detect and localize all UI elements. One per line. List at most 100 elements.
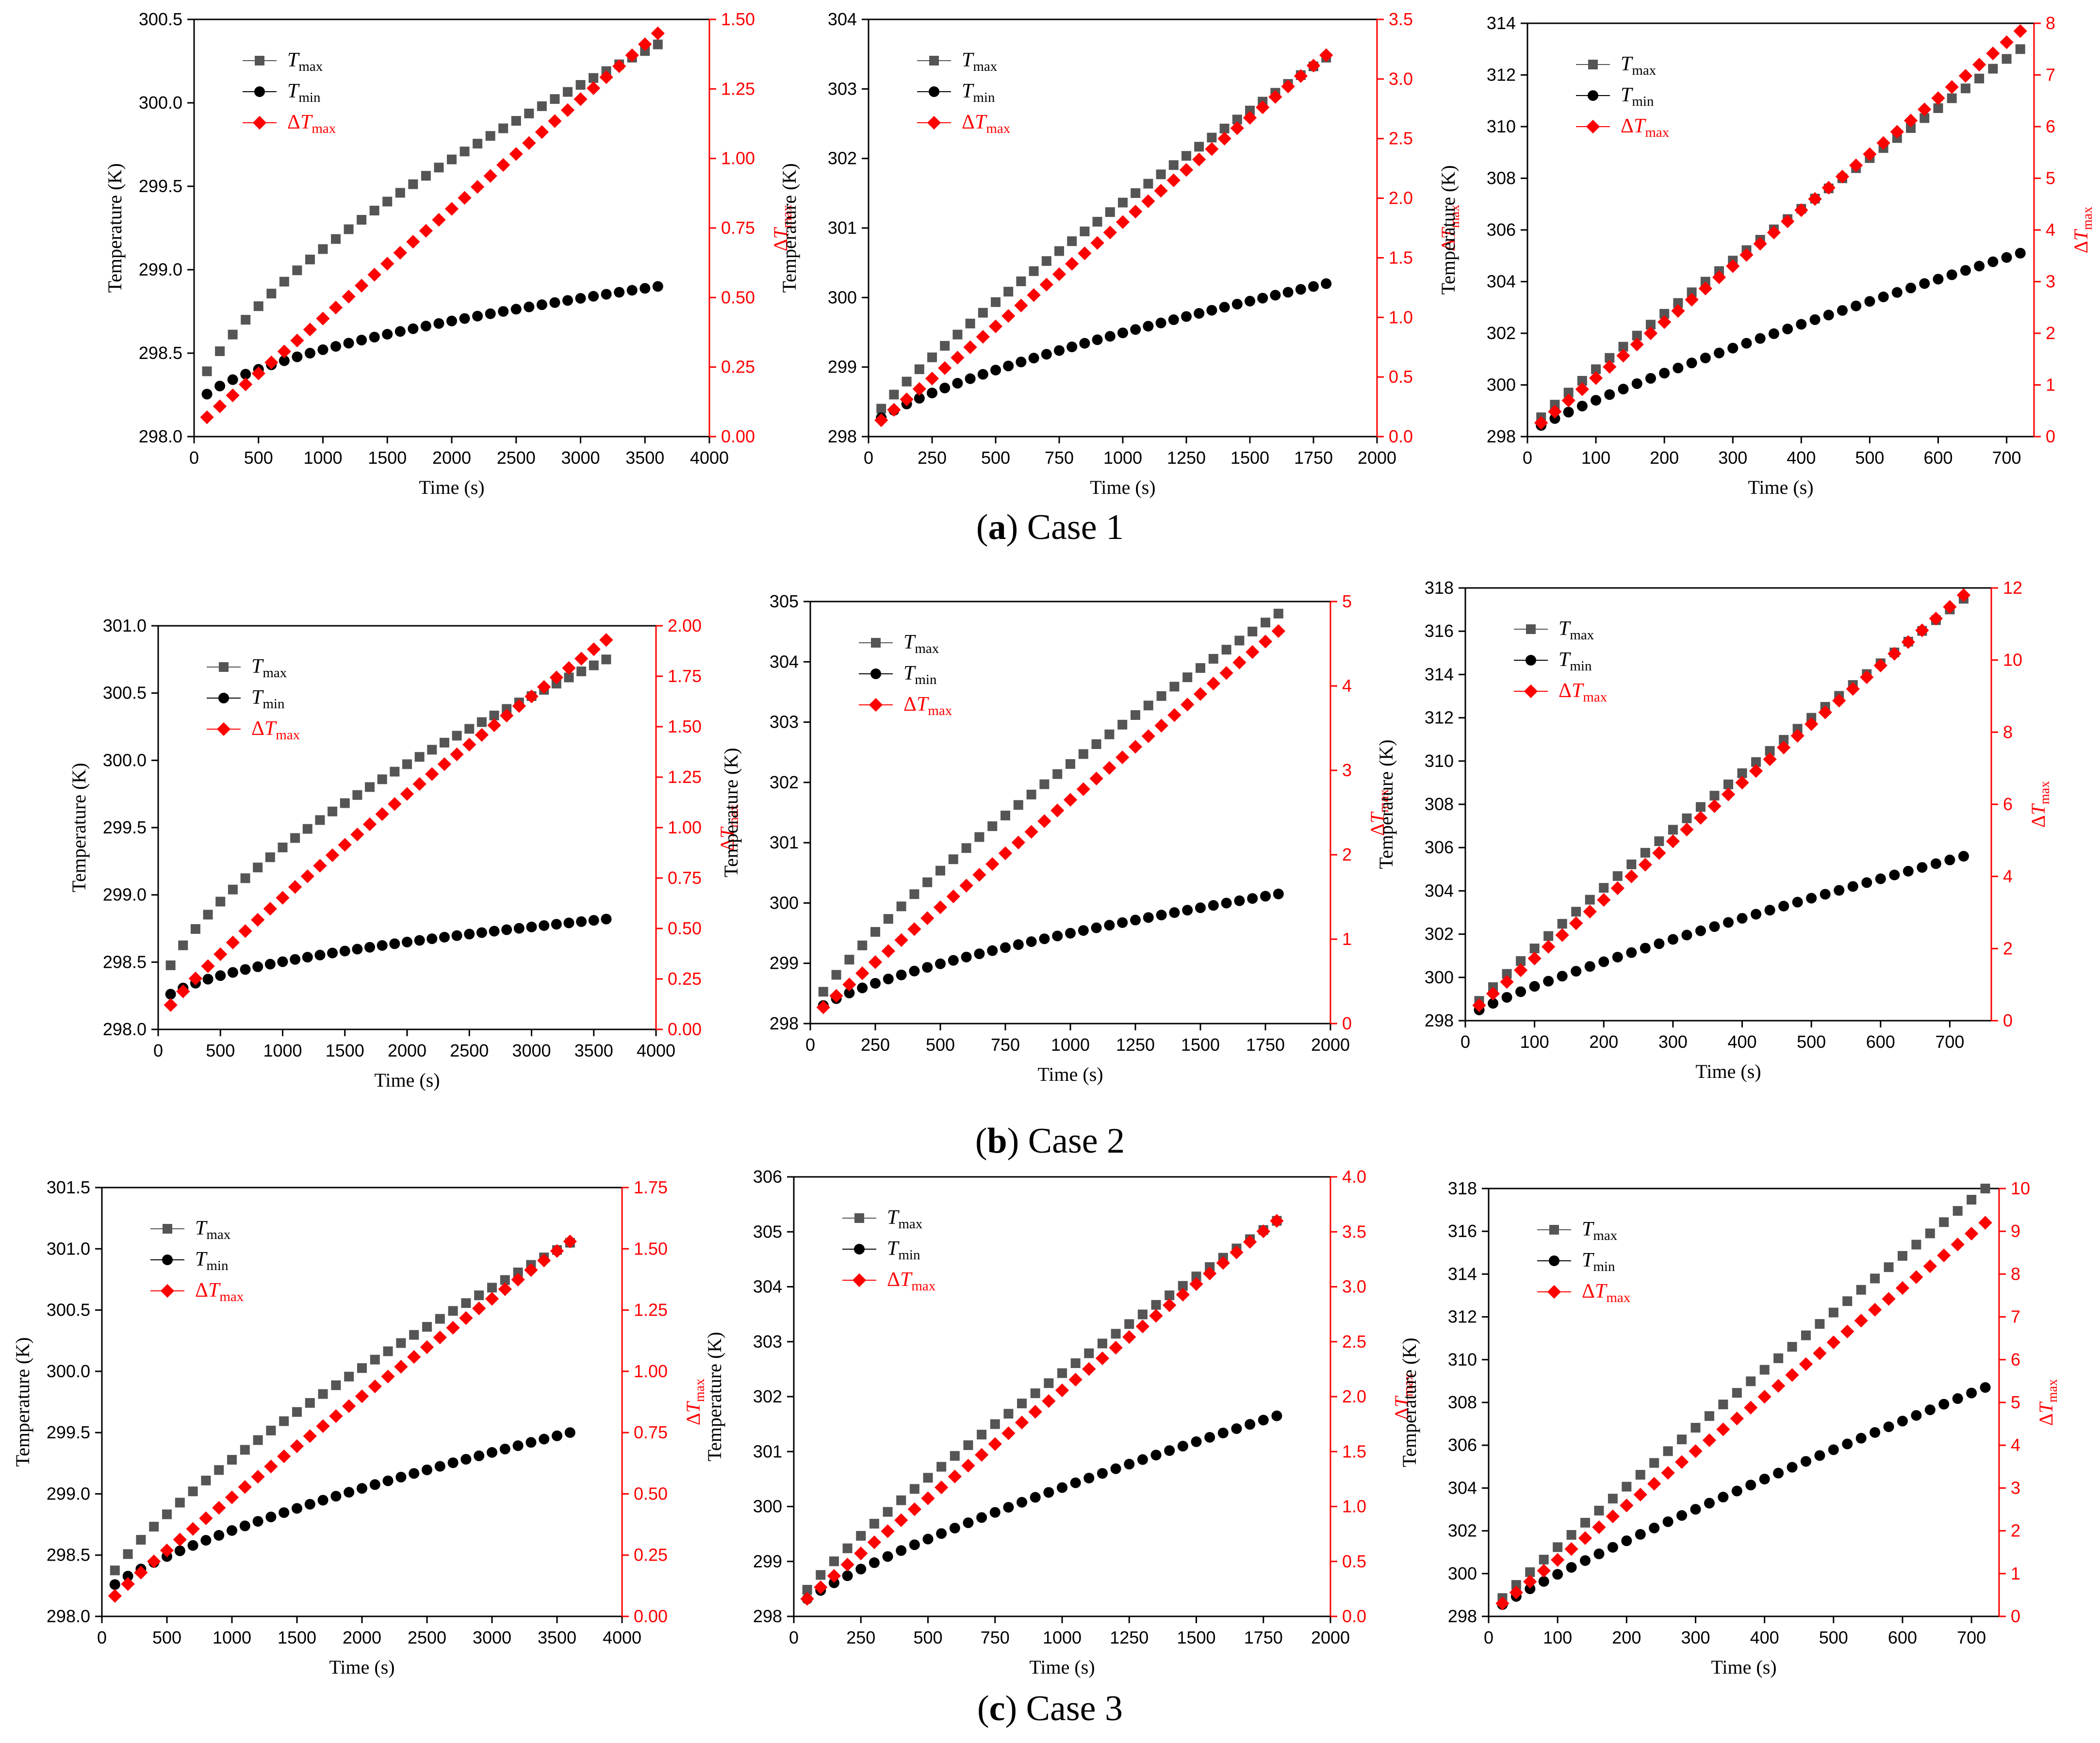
y2-tick-label: 0.5 <box>1389 367 1413 387</box>
legend-tmin-label-text: Tmin <box>962 80 995 105</box>
tmax-point <box>950 1451 960 1461</box>
tmax-point <box>1884 1262 1894 1272</box>
legend-dtmax-marker <box>1547 1285 1561 1299</box>
y2-tick-label: 0.75 <box>721 218 755 238</box>
tmin-point <box>1889 869 1900 880</box>
dtmax-point <box>1154 718 1168 733</box>
tmin-point <box>588 291 599 302</box>
tmax-point <box>188 1486 198 1497</box>
legend-dtmax-label-prefix: Δ <box>887 1269 900 1291</box>
y2-tick-label: 1.50 <box>721 9 755 29</box>
dtmax-point <box>147 1554 161 1568</box>
tmin-point <box>1013 939 1024 950</box>
y-tick-label: 300.0 <box>103 750 147 770</box>
tmax-point <box>965 318 975 328</box>
tmin-point <box>1017 1497 1028 1508</box>
dtmax-point <box>1230 1245 1244 1259</box>
tmin-point <box>551 919 562 930</box>
tmax-point <box>318 1389 328 1399</box>
tmin-point <box>498 306 509 317</box>
tmin-point <box>1751 909 1762 920</box>
y-axis-label: Temperature (K) <box>704 1332 725 1461</box>
tmax-point <box>253 1435 263 1445</box>
tmax-point <box>328 806 338 816</box>
legend-tmax-label-text: Tmax <box>887 1206 923 1232</box>
dtmax-point <box>1805 717 1819 731</box>
dtmax-point <box>1943 600 1957 614</box>
tmin-point <box>1723 917 1734 928</box>
y2-axis-label-text: ΔTmax <box>1366 789 1392 836</box>
dtmax-point <box>548 114 562 128</box>
x-tick-label: 2000 <box>1358 448 1396 468</box>
legend-tmin-label: Tmin <box>962 80 995 105</box>
dtmax-point <box>1122 1330 1136 1344</box>
tmax-point <box>422 1322 432 1332</box>
tmax-point <box>1525 1567 1535 1577</box>
y-tick-label: 298 <box>1425 1010 1454 1030</box>
y-axis-label: Temperature (K) <box>720 748 742 877</box>
tmax-point <box>1622 1482 1632 1492</box>
legend-tmin-label-sub: min <box>973 90 995 105</box>
legend-tmax-label-sub: max <box>262 665 287 681</box>
legend-dtmax-label-prefix: Δ <box>962 111 975 133</box>
tmin-point <box>1130 914 1141 926</box>
tmin-point <box>525 1437 537 1448</box>
tmin-point <box>1649 1522 1660 1533</box>
tmax-point <box>909 889 919 899</box>
tmin-point <box>1640 943 1651 954</box>
dtmax-point <box>512 699 526 713</box>
tmin-point <box>949 1523 960 1534</box>
tmax-point <box>331 234 341 244</box>
tmax-point <box>292 265 302 276</box>
legend-tmin-label-sub: min <box>206 1258 229 1273</box>
tmax-point <box>1054 246 1064 256</box>
legend-dtmax-label-sub: max <box>1645 125 1669 140</box>
tmax-point <box>1906 123 1916 133</box>
x-tick-label: 1250 <box>1110 1628 1148 1647</box>
dtmax-point <box>855 966 870 980</box>
legend-tmax-label-sub: max <box>1593 1228 1617 1243</box>
tmax-point <box>203 910 213 920</box>
dtmax-point <box>1647 1477 1661 1491</box>
tmin-point <box>1626 947 1637 958</box>
y2-axis-label: ΔTmax <box>2035 1379 2060 1426</box>
dtmax-point <box>1890 125 1904 139</box>
x-tick-label: 0 <box>1523 448 1532 468</box>
dtmax-point <box>1203 1267 1217 1281</box>
tmin-point <box>952 378 963 389</box>
tmin-point <box>1143 912 1154 923</box>
tmax-point <box>1165 1290 1175 1301</box>
dtmax-point <box>586 81 601 95</box>
dtmax-point <box>1258 635 1273 649</box>
tmax-point <box>1052 769 1063 779</box>
legend-tmin-marker <box>854 1244 865 1254</box>
dtmax-point <box>1472 998 1486 1012</box>
y2-tick-label: 0.25 <box>634 1545 668 1565</box>
y-tick-label: 304 <box>1425 880 1454 900</box>
tmin-point <box>165 989 176 1000</box>
dtmax-point <box>1076 782 1090 796</box>
tmax-point <box>935 865 945 876</box>
dtmax-point <box>1638 858 1652 872</box>
tmin-point <box>472 310 483 322</box>
dtmax-point <box>1042 1394 1056 1408</box>
dtmax-point <box>300 869 314 883</box>
y2-axis-label: ΔTmax <box>1391 1373 1416 1420</box>
y2-axis-label-sub: max <box>1447 205 1462 228</box>
tmin-point <box>564 1427 575 1438</box>
tmax-point <box>1181 151 1191 161</box>
tmax-point <box>1178 1281 1188 1291</box>
dtmax-point <box>1001 1426 1016 1440</box>
tmax-point <box>1013 800 1023 810</box>
x-axis-label: Time (s) <box>1748 476 1813 498</box>
tmax-point <box>1718 1400 1728 1410</box>
tmin-point <box>1181 311 1192 322</box>
tmax-point <box>1974 73 1985 83</box>
dtmax-point <box>1624 869 1639 883</box>
dtmax-point <box>213 947 228 961</box>
tmax-point <box>1234 635 1245 646</box>
tmin-point <box>1731 1485 1742 1497</box>
y-tick-label: 300.5 <box>47 1300 90 1320</box>
tmax-point <box>1247 626 1258 636</box>
